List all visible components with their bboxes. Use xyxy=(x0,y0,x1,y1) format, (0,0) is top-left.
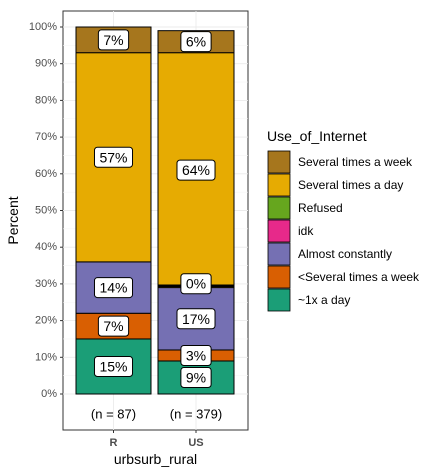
data-label-box xyxy=(97,29,130,51)
data-label-box xyxy=(176,308,216,330)
data-label-text: 9% xyxy=(186,369,206,385)
data-label-text: 14% xyxy=(99,280,127,296)
bar-labels: 15% 7% 14% 57% 7% 9% 3% 17% 64% 6% 0% xyxy=(93,29,216,388)
legend-item: <Several times a week xyxy=(267,265,420,289)
data-label-text: 0% xyxy=(186,276,206,292)
legend-item: Several times a week xyxy=(267,150,413,174)
data-label-box xyxy=(97,315,130,337)
data-label-box xyxy=(93,146,134,168)
data-label-box xyxy=(180,366,212,388)
count-label: (n = 379) xyxy=(170,407,222,422)
data-label: 64% xyxy=(176,159,216,181)
data-label: 0% xyxy=(180,273,212,295)
data-label: 9% xyxy=(180,366,212,388)
legend-item: Several times a day xyxy=(267,173,403,197)
y-tick-label: 40% xyxy=(35,241,57,253)
y-tick-label: 20% xyxy=(35,315,57,327)
x-axis-title: urbsurb_rural xyxy=(114,451,197,467)
data-label-text: 15% xyxy=(99,358,127,374)
legend-label: Several times a day xyxy=(298,178,403,192)
y-tick-label: 60% xyxy=(35,168,57,180)
legend: Use_of_Internet Several times a week Seve… xyxy=(267,128,420,312)
data-label-box xyxy=(93,277,134,299)
x-axis: R US xyxy=(110,430,204,449)
x-tick-label: R xyxy=(110,437,118,449)
legend-swatch xyxy=(267,196,291,220)
count-label: (n = 87) xyxy=(91,407,136,422)
y-axis: 0% 10% 20% 30% 40% 50% 60% 70% 80% 90% 100% xyxy=(29,21,63,400)
legend-swatch xyxy=(267,265,291,289)
data-label: 17% xyxy=(176,308,216,330)
data-label-text: 57% xyxy=(99,149,127,165)
data-label-text: 3% xyxy=(186,347,206,363)
legend-item: Refused xyxy=(267,196,343,220)
legend-label: ~1x a day xyxy=(298,293,350,307)
data-label: 7% xyxy=(97,315,130,337)
y-tick-label: 0% xyxy=(41,388,57,400)
y-tick-label: 100% xyxy=(29,21,57,33)
data-label-text: 64% xyxy=(182,162,210,178)
legend-swatch xyxy=(267,173,291,197)
data-label-text: 7% xyxy=(103,32,123,48)
data-label-text: 6% xyxy=(186,34,206,50)
legend-swatch xyxy=(267,242,291,266)
y-tick-label: 30% xyxy=(35,278,57,290)
y-tick-label: 90% xyxy=(35,58,57,70)
legend-swatch xyxy=(267,219,291,243)
data-label: 7% xyxy=(97,29,130,51)
legend-label: idk xyxy=(298,224,314,238)
data-label-box xyxy=(180,344,212,366)
legend-label: Refused xyxy=(298,201,343,215)
data-label-text: 17% xyxy=(182,311,210,327)
data-label-text: 7% xyxy=(103,318,123,334)
legend-item: idk xyxy=(267,219,314,243)
legend-title: Use_of_Internet xyxy=(267,128,367,144)
legend-label: <Several times a week xyxy=(298,270,420,284)
x-tick-label: US xyxy=(188,437,203,449)
data-label: 15% xyxy=(93,355,134,377)
data-label-box xyxy=(180,31,212,53)
data-label: 57% xyxy=(93,146,134,168)
data-label: 3% xyxy=(180,344,212,366)
legend-swatch xyxy=(267,288,291,312)
data-label-box xyxy=(180,273,212,295)
y-tick-label: 80% xyxy=(35,94,57,106)
legend-swatch xyxy=(267,150,291,174)
y-tick-label: 50% xyxy=(35,205,57,217)
data-label: 6% xyxy=(180,31,212,53)
legend-label: Almost constantly xyxy=(298,247,392,261)
y-tick-label: 70% xyxy=(35,131,57,143)
legend-item: Almost constantly xyxy=(267,242,392,266)
y-tick-label: 10% xyxy=(35,351,57,363)
data-label-box xyxy=(93,355,134,377)
data-label: 14% xyxy=(93,277,134,299)
legend-item: ~1x a day xyxy=(267,288,350,312)
count-labels: (n = 87) (n = 379) xyxy=(91,407,222,422)
y-axis-title: Percent xyxy=(5,196,21,244)
data-label-box xyxy=(176,159,216,181)
legend-label: Several times a week xyxy=(298,155,413,169)
